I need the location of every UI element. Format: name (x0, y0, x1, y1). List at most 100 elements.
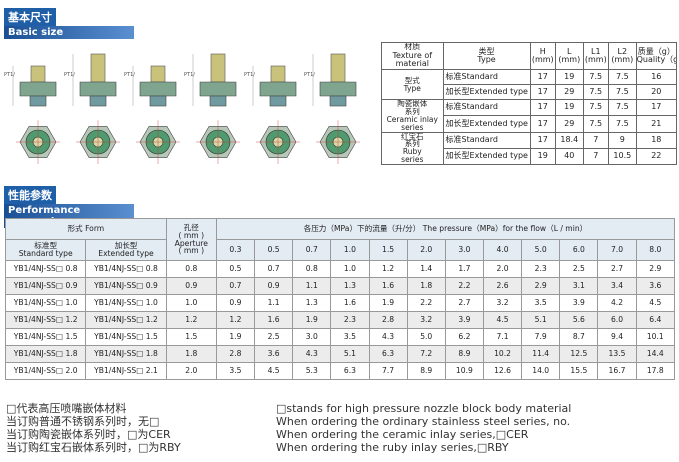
cell: YB1/4NJ-SS□ 1.0 (4, 294, 87, 312)
cell: 17 (529, 115, 556, 133)
pressure-cell: 2.0 (406, 239, 446, 261)
cell: YB1/4NJ-SS□ 1.8 (4, 345, 87, 363)
cell: YB1/4NJ-SS□ 1.5 (85, 328, 167, 346)
cell-line: 系列 (404, 106, 420, 116)
cell: 3.2 (406, 311, 446, 329)
row: 型式 Type 标准Standard 17 19 7.5 7.5 16 (381, 69, 678, 100)
nozzle-hex (79, 81, 117, 97)
cell: 10.2 (482, 345, 523, 363)
cell-line: L (567, 46, 572, 56)
cell: 8.9 (444, 345, 484, 363)
nozzle-thread (210, 53, 226, 83)
material-cell: 红宝石 系列 Ruby series (381, 131, 444, 165)
cell: 1.5 (165, 328, 217, 346)
cell: YB1/4NJ-SS□ 0.9 (85, 277, 167, 295)
row: YB1/4NJ-SS□ 2.0 YB1/4NJ-SS□ 2.1 2.0 3.5 4.5 5… (4, 362, 676, 380)
cell: 16.7 (597, 362, 637, 380)
drawing-label: PT1/ (304, 72, 315, 78)
cell: 17 (529, 98, 556, 117)
section-title-en: Basic size (4, 26, 134, 39)
cell: 3.5 (215, 362, 256, 380)
nozzle-tip (149, 95, 167, 107)
header-cell: L1 (mm) (582, 42, 610, 70)
cell-line: Quality（g） (636, 55, 675, 64)
cell: 2.8 (368, 311, 408, 329)
pressure-cell: 8.0 (635, 239, 676, 261)
cell-line: material (395, 59, 429, 69)
cell: 5.0 (406, 328, 446, 346)
drawing-label: PT1/ (4, 72, 15, 78)
cell: 1.3 (330, 277, 370, 295)
cell: 5.6 (559, 311, 599, 329)
header-cell: 标准型 Standard type (4, 239, 87, 261)
row: 加长型Extended type 17 29 7.5 7.5 20 (382, 84, 678, 100)
cell: 7.1 (482, 328, 523, 346)
cell: 1.6 (254, 311, 294, 329)
cell: 7.5 (608, 84, 637, 100)
notes-cn: □代表高压喷嘴嵌体材料 当订购普通不锈钢系列时，无□ 当订购陶瓷嵌体系列时，□为CE… (6, 402, 181, 454)
cell: 加长型Extended type (442, 147, 531, 166)
cell: 0.9 (165, 277, 217, 295)
cell-line: 质量（g） (637, 46, 675, 56)
cell: 5.1 (330, 345, 370, 363)
cell: 3.6 (254, 345, 294, 363)
row: 红宝石 系列 Ruby series 标准Standard 17 18.4 7 9 18 (381, 131, 678, 165)
pressure-cell: 6.0 (559, 239, 599, 261)
cell: 标准Standard (442, 69, 531, 85)
cell: 1.8 (165, 345, 217, 363)
header-cell: 形式 Form (5, 218, 167, 240)
note-line: 当订购陶瓷嵌体系列时，□为CER (6, 428, 171, 441)
cell-line: Ceramic inlay (386, 114, 438, 124)
cell: 7.7 (368, 362, 408, 380)
cell: 10.5 (608, 147, 637, 166)
cell-line: 类型 (478, 46, 495, 56)
cell: 3.6 (635, 277, 676, 295)
cell: 14.4 (635, 345, 676, 363)
performance-table: 形式 Form 孔径( mm ) Aperture( mm ) 各压力（MPa）下的流… (4, 218, 676, 380)
notes-en: □stands for high pressure nozzle block b… (276, 402, 571, 454)
cell: YB1/4NJ-SS□ 0.8 (4, 260, 87, 278)
pressure-cell: 4.0 (482, 239, 523, 261)
cell: 7 (582, 131, 610, 149)
cell: 4.2 (597, 294, 637, 312)
cell: 11.4 (521, 345, 561, 363)
cell: 2.0 (165, 362, 217, 380)
cell-line: ( mm ) (178, 246, 205, 256)
cell: 2.6 (482, 277, 523, 295)
cell: 5.1 (521, 311, 561, 329)
cell: YB1/4NJ-SS□ 0.9 (4, 277, 87, 295)
nozzle-hex (19, 81, 57, 97)
row: 陶瓷嵌体 系列 Ceramic inlay series 标准Standard 17 19 7… (381, 98, 678, 133)
header-cell: H (mm) (529, 42, 556, 70)
note-line: When ordering the ordinary stainless ste… (276, 415, 571, 428)
cell-line: series (401, 155, 424, 165)
cell: 2.2 (444, 277, 484, 295)
header-cell: L2 (mm) (608, 42, 637, 70)
cell: 18.4 (554, 131, 584, 149)
pressure-cell: 0.3 (215, 239, 256, 261)
cell: 13.5 (597, 345, 637, 363)
nozzle-hex (319, 81, 357, 97)
cell: 1.0 (165, 294, 217, 312)
cell: 2.2 (406, 294, 446, 312)
cell: 12.6 (482, 362, 523, 380)
cell-line: series (401, 122, 424, 132)
cell: 21 (635, 115, 678, 133)
cell: 1.9 (292, 311, 332, 329)
row: YB1/4NJ-SS□ 0.8 YB1/4NJ-SS□ 0.8 0.8 0.5 0.7 0… (4, 260, 676, 278)
cell: 2.5 (254, 328, 294, 346)
pressure-cell: 0.7 (292, 239, 332, 261)
cell: 29 (554, 115, 584, 133)
cell-line: (mm) (558, 55, 581, 64)
cell: 2.3 (330, 311, 370, 329)
cell-line: L2 (617, 46, 628, 56)
cell-line: Ruby (402, 147, 422, 157)
cell: 29 (554, 84, 584, 100)
cell: YB1/4NJ-SS□ 1.2 (85, 311, 167, 329)
cell: YB1/4NJ-SS□ 0.8 (85, 260, 167, 278)
cell: YB1/4NJ-SS□ 1.8 (85, 345, 167, 363)
nozzle-thread (330, 53, 346, 83)
cell: 6.4 (635, 311, 676, 329)
cell: 3.5 (521, 294, 561, 312)
